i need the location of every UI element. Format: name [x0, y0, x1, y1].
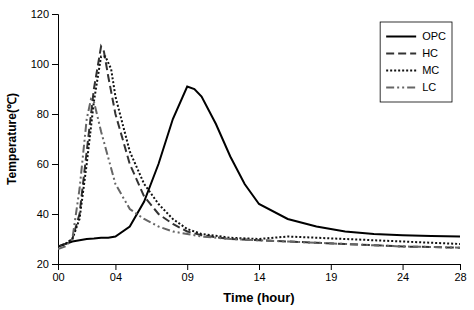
tick-mark [52, 214, 58, 215]
tick: 24 [397, 264, 409, 283]
tick: 28 [454, 264, 466, 283]
tick-mark [52, 14, 58, 15]
series-line [58, 99, 460, 249]
tick: 60 [37, 158, 58, 170]
tick-mark [331, 264, 332, 270]
y-axis-title: Temperature(℃) [5, 93, 19, 185]
plot: 00 04 09 14 19 24 28 20 40 60 80 100 120 Time (hour) T… [5, 8, 467, 305]
tick: 00 [52, 264, 64, 283]
tick: 14 [253, 264, 265, 283]
tick-label: 28 [454, 271, 466, 283]
legend-swatch [386, 53, 416, 55]
tick-label: 04 [110, 271, 122, 283]
tick-label: 80 [37, 108, 49, 120]
tick-label: 20 [37, 258, 49, 270]
tick: 40 [37, 208, 58, 220]
tick: 80 [37, 108, 58, 120]
legend-label: MC [422, 64, 439, 76]
tick-mark [460, 264, 461, 270]
legend-frame [380, 22, 452, 102]
tick-label: 09 [182, 271, 194, 283]
axis-line [59, 265, 461, 271]
tick-label: 19 [325, 271, 337, 283]
x-axis-title: Time (hour) [223, 290, 294, 305]
tick: 09 [182, 264, 194, 283]
x-axis: 00 04 09 14 19 24 28 [52, 264, 466, 283]
legend-swatch [386, 87, 416, 89]
legend: OPC HC MC LC [380, 22, 452, 102]
tick-label: 14 [253, 271, 265, 283]
axis-line [52, 15, 59, 265]
legend-label: OPC [422, 30, 446, 42]
tick-label: 100 [31, 58, 49, 70]
tick-mark [52, 164, 58, 165]
legend-label: LC [422, 81, 436, 93]
legend-swatch [386, 36, 416, 38]
tick-mark [52, 64, 58, 65]
tick-label: 60 [37, 158, 49, 170]
tick: 20 [37, 258, 58, 270]
tick: 120 [31, 8, 58, 20]
chart: 00 04 09 14 19 24 28 20 40 60 80 100 120 Time (hour) T… [0, 0, 474, 310]
tick-mark [187, 264, 188, 270]
tick: 19 [325, 264, 337, 283]
legend-swatch [386, 70, 416, 72]
y-axis: 20 40 60 80 100 120 [31, 8, 59, 270]
tick: 100 [31, 58, 58, 70]
tick-mark [52, 114, 58, 115]
tick-mark [403, 264, 404, 270]
tick-mark [115, 264, 116, 270]
tick-label: 120 [31, 8, 49, 20]
tick-label: 00 [52, 271, 64, 283]
tick: 04 [110, 264, 122, 283]
tick-mark [52, 264, 58, 265]
legend-label: HC [422, 47, 438, 59]
tick-label: 24 [397, 271, 409, 283]
tick-label: 40 [37, 208, 49, 220]
tick-mark [259, 264, 260, 270]
